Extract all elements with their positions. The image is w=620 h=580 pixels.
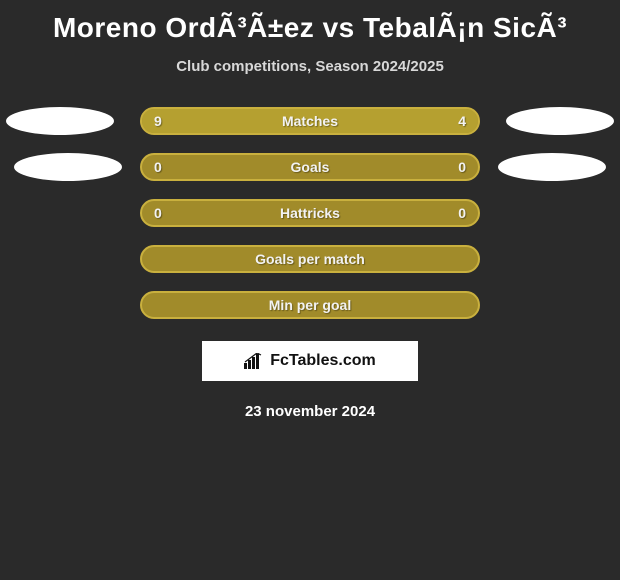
comparison-row: Goals per match <box>0 245 620 273</box>
comparison-row: 0 0 Hattricks <box>0 199 620 227</box>
stat-value-right: 0 <box>458 205 466 221</box>
stat-bar: Min per goal <box>140 291 480 319</box>
stat-label: Goals per match <box>255 251 365 267</box>
comparison-row: 0 0 Goals <box>0 153 620 181</box>
subtitle: Club competitions, Season 2024/2025 <box>176 58 444 75</box>
stat-bar: Goals per match <box>140 245 480 273</box>
stat-label: Goals <box>291 159 330 175</box>
stat-label: Hattricks <box>280 205 340 221</box>
stat-bar: 0 0 Hattricks <box>140 199 480 227</box>
stat-value-left: 0 <box>154 205 162 221</box>
stat-value-right: 4 <box>458 113 466 129</box>
stat-value-left: 9 <box>154 113 162 129</box>
watermark: FcTables.com <box>202 341 418 381</box>
stat-bar: 9 4 Matches <box>140 107 480 135</box>
stat-value-right: 0 <box>458 159 466 175</box>
stat-label: Matches <box>282 113 338 129</box>
player-marker-left <box>6 107 114 135</box>
comparison-row: 9 4 Matches <box>0 107 620 135</box>
page-title: Moreno OrdÃ³Ã±ez vs TebalÃ¡n SicÃ³ <box>53 12 567 44</box>
bars-chart-icon <box>244 353 264 369</box>
player-marker-right <box>506 107 614 135</box>
stats-comparison-card: Moreno OrdÃ³Ã±ez vs TebalÃ¡n SicÃ³ Club … <box>0 0 620 420</box>
comparison-rows: 9 4 Matches 0 0 Goals 0 0 Hattricks Goals per mat… <box>0 107 620 319</box>
watermark-text: FcTables.com <box>270 352 376 370</box>
stat-value-left: 0 <box>154 159 162 175</box>
stat-bar: 0 0 Goals <box>140 153 480 181</box>
comparison-row: Min per goal <box>0 291 620 319</box>
player-marker-left <box>14 153 122 181</box>
stat-label: Min per goal <box>269 297 351 313</box>
date-label: 23 november 2024 <box>245 403 375 420</box>
player-marker-right <box>498 153 606 181</box>
bar-fill-left <box>142 109 374 133</box>
